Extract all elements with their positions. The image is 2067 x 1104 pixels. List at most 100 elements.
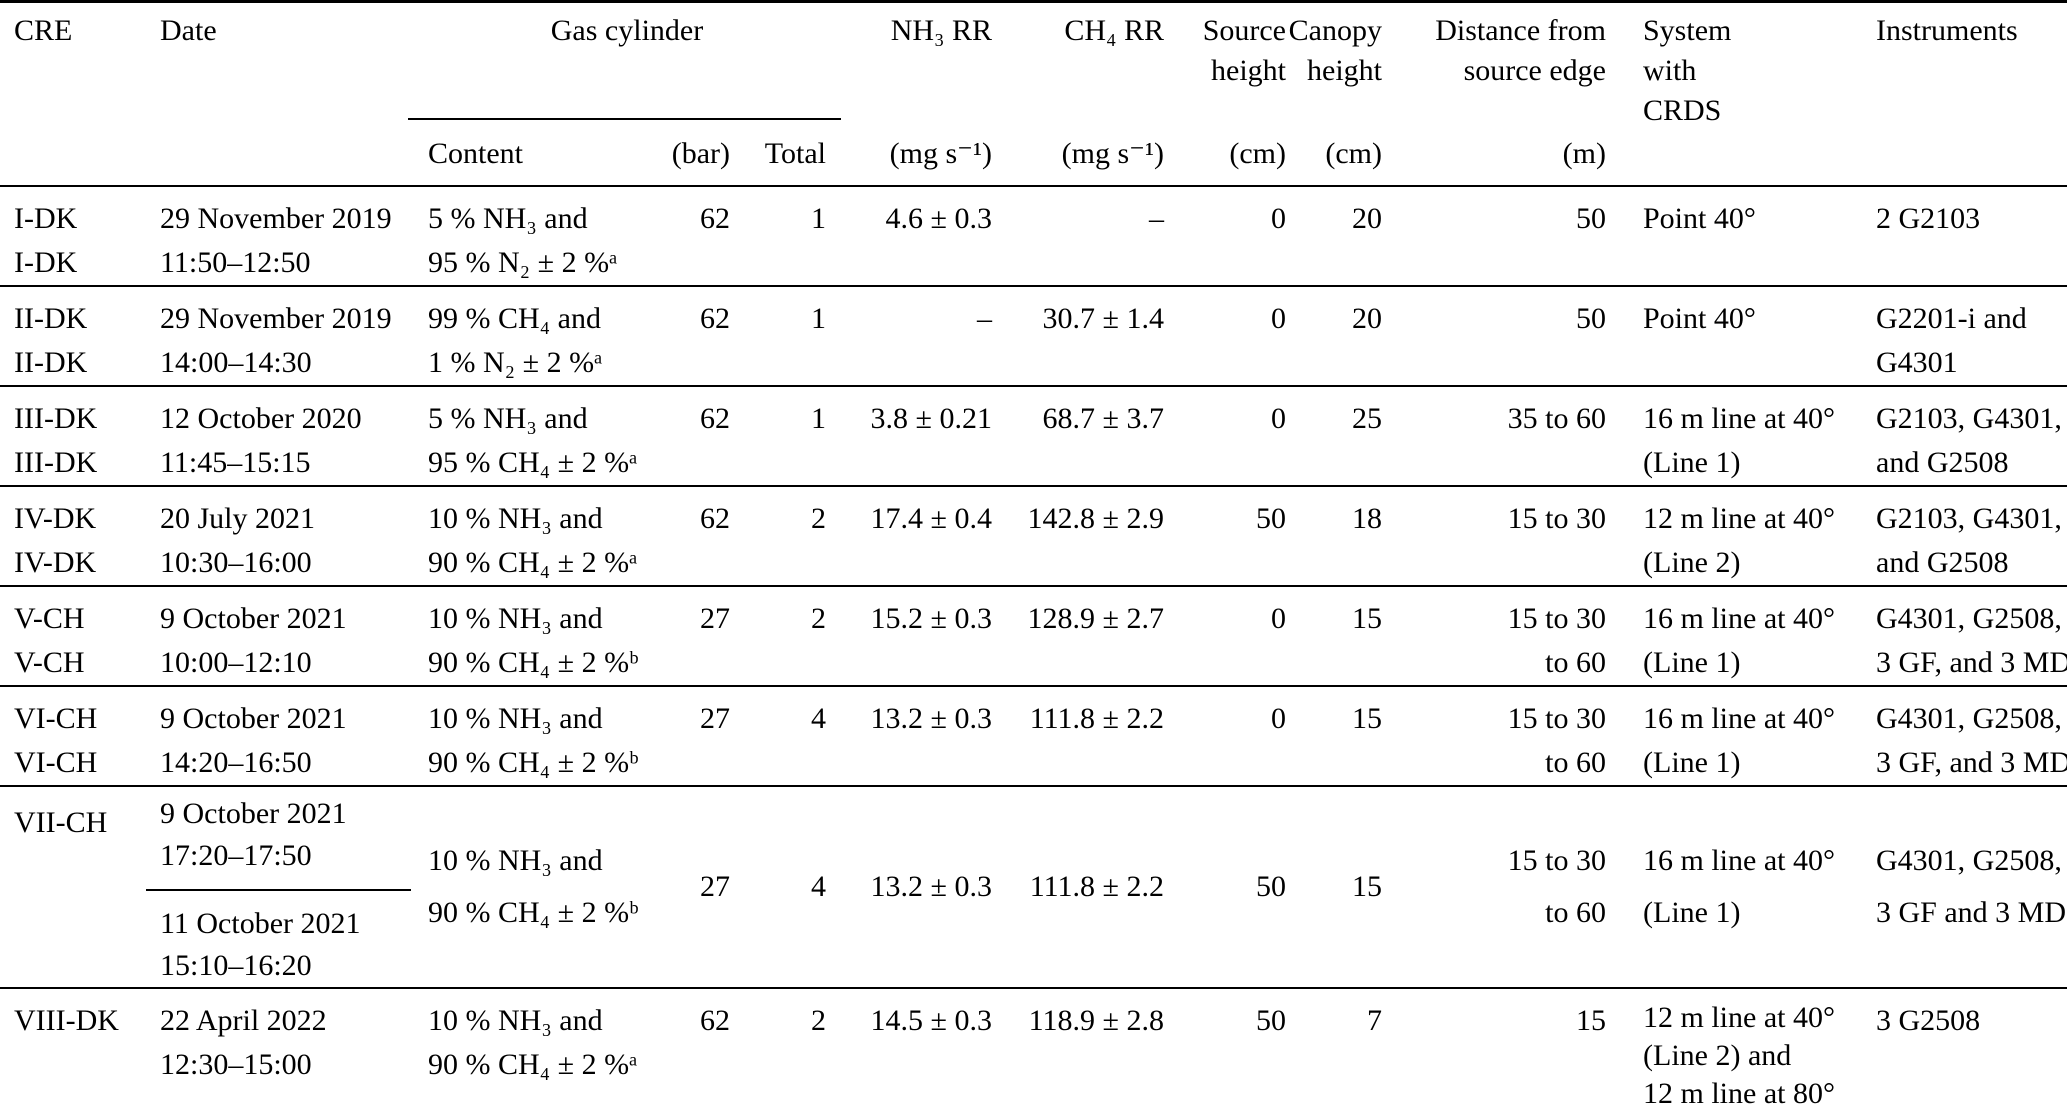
cell-system: 12 m line at 40° (Line 2) [1606,487,1876,585]
col-header-nh3-rr: NH₃ RR [890,14,992,47]
table-row: I-DK I-DK 29 November 2019 11:50–12:50 5 % N… [0,187,2067,287]
cell-cre: VI-CH VI-CH [0,687,146,785]
cell-line: G4301 [1876,346,1958,379]
cell-line: 16 m line at 40° [1643,402,1835,435]
cell-canopy-height: 15 [1286,787,1382,987]
col-header-system-crds: System with CRDS [1643,14,1732,127]
cell-line: 22 April 2022 [160,1004,327,1037]
cell-line: 15:10–16:20 [160,949,312,982]
cell-source-height: 50 [1164,787,1286,987]
cell-line: G2201-i and [1876,302,2027,335]
cell-line: II-DK [14,346,88,379]
cell-line: 3 GF and 3 MD [1876,896,2067,929]
cell-line: – [977,302,992,335]
cell-nh3-rr: 13.2 ± 0.3 [826,687,992,785]
cell-date: 29 November 2019 11:50–12:50 [146,187,428,285]
cell-line: 14:20–16:50 [160,746,312,779]
cell-instruments: G2103, G4301, and G2508 [1876,487,2067,585]
table-row: VIII-DK 22 April 2022 12:30–15:00 10 % NH₃ … [0,989,2067,1104]
cell-line: 2 [811,602,826,635]
cell-line: 13.2 ± 0.3 [870,870,992,903]
cell-line: 4 [811,870,826,903]
cell-line: VI-CH [14,746,98,779]
cell-distance: 15 [1382,989,1606,1104]
cell-canopy-height: 25 [1286,387,1382,485]
cell-line: 3.8 ± 0.21 [870,402,992,435]
cell-line: 2 [811,502,826,535]
cell-total: 1 [730,387,826,485]
cell-canopy-height: 20 [1286,287,1382,385]
cell-line: 27 [700,602,730,635]
col-header-total: Total [764,137,826,170]
cell-line: 5 % NH₃ and [428,402,588,435]
cell-content: 10 % NH₃ and 90 % CH₄ ± 2 %ᵃ [428,487,670,585]
cell-line: G4301, G2508, [1876,844,2062,877]
cell-line: 29 November 2019 [160,202,392,235]
col-header-source-unit: (cm) [1229,137,1286,170]
cell-line: V-CH [14,646,85,679]
cell-line: 3 GF, and 3 MD [1876,746,2067,779]
cell-line: and G2508 [1876,546,2009,579]
cell-total: 4 [730,787,826,987]
cell-line: 90 % CH₄ ± 2 %ᵃ [428,546,638,579]
cell-line: 27 [700,870,730,903]
cell-line: 29 November 2019 [160,302,392,335]
cell-canopy-height: 7 [1286,989,1382,1104]
cell-date: 20 July 2021 10:30–16:00 [146,487,428,585]
table-row: VI-CH VI-CH 9 October 2021 14:20–16:50 10 % … [0,687,2067,787]
cell-content: 99 % CH₄ and 1 % N₂ ± 2 %ᵃ [428,287,670,385]
cell-line: VIII-DK [14,1004,119,1037]
cell-line: 10 % NH₃ and [428,702,603,735]
cell-nh3-rr: 13.2 ± 0.3 [826,787,992,987]
col-header-cre: CRE [14,14,73,47]
cell-line: 5 % NH₃ and [428,202,588,235]
cell-canopy-height: 18 [1286,487,1382,585]
cell-bar: 62 [670,287,730,385]
cell-line: to 60 [1545,646,1606,679]
cell-line: (Line 1) [1643,896,1741,929]
cell-line: G2103, G4301, [1876,402,2062,435]
cell-line: 50 [1256,502,1286,535]
cell-line: IV-DK [14,502,97,535]
cell-line: 17.4 ± 0.4 [870,502,992,535]
cell-total: 2 [730,587,826,685]
cell-line: 0 [1271,602,1286,635]
cell-total: 1 [730,187,826,285]
col-header-distance-unit: (m) [1562,137,1606,170]
table-row: VII-CH 9 October 2021 17:20–17:50 11 Octobe… [0,787,2067,989]
cell-line: 12 m line at 40° [1643,502,1835,535]
cell-line: 15 to 30 [1507,844,1606,877]
cell-bar: 27 [670,587,730,685]
cell-line: 90 % CH₄ ± 2 %ᵇ [428,896,639,929]
cell-distance: 35 to 60 [1382,387,1606,485]
cell-line: 15 [1352,870,1382,903]
cell-instruments: G4301, G2508, 3 GF, and 3 MD [1876,687,2067,785]
cell-line: 95 % CH₄ ± 2 %ᵃ [428,446,638,479]
cell-date: 12 October 2020 11:45–15:15 [146,387,428,485]
cell-ch4-rr: – [992,187,1164,285]
cell-total: 4 [730,687,826,785]
cell-distance: 15 to 30 to 60 [1382,687,1606,785]
cell-date: 29 November 2019 14:00–14:30 [146,287,428,385]
cell-nh3-rr: 17.4 ± 0.4 [826,487,992,585]
cell-bar: 27 [670,687,730,785]
cell-line: 3 G2508 [1876,1004,1981,1037]
cell-line: VII-CH [14,806,108,839]
cell-instruments: G2201-i and G4301 [1876,287,2067,385]
cell-line: 14.5 ± 0.3 [870,1004,992,1037]
cell-content: 10 % NH₃ and 90 % CH₄ ± 2 %ᵇ [428,687,670,785]
cell-date: 22 April 2022 12:30–15:00 [146,989,428,1104]
cell-date: 9 October 2021 17:20–17:50 11 October 2021… [146,787,428,987]
cell-line: 10 % NH₃ and [428,502,603,535]
cell-line: G2103, G4301, [1876,502,2062,535]
cell-line: 3 GF, and 3 MD [1876,646,2067,679]
cell-source-height: 0 [1164,187,1286,285]
cell-ch4-rr: 118.9 ± 2.8 [992,989,1164,1104]
cell-content: 10 % NH₃ and 90 % CH₄ ± 2 %ᵃ [428,989,670,1104]
cell-nh3-rr: 3.8 ± 0.21 [826,387,992,485]
cell-date: 9 October 2021 10:00–12:10 [146,587,428,685]
cell-line: Point 40° [1643,302,1756,335]
cell-bar: 62 [670,387,730,485]
date-separator-rule [146,889,411,891]
